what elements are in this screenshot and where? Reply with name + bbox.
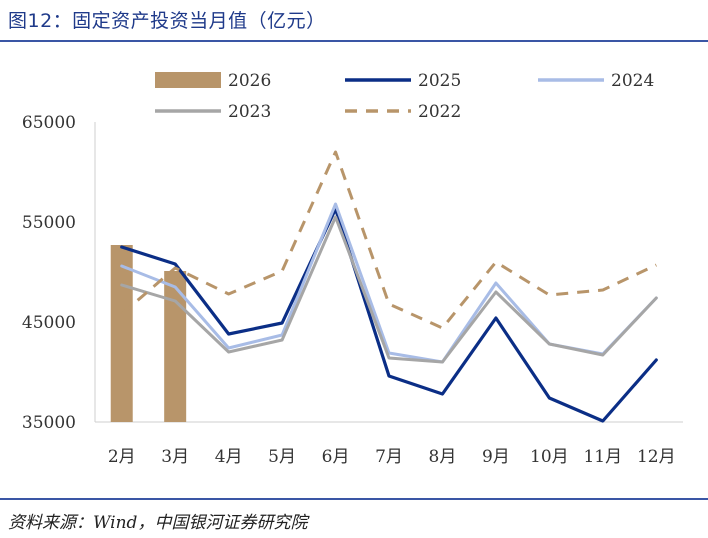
bar-2026 — [110, 245, 133, 422]
line-series — [120, 150, 658, 423]
x-tick-label: 2月 — [108, 447, 136, 467]
x-tick-label: 11月 — [583, 447, 622, 467]
source-note: 资料来源：Wind，中国银河证券研究院 — [8, 513, 308, 533]
x-tick-label: 9月 — [482, 447, 510, 467]
series-line-2023 — [120, 215, 658, 364]
legend-item-2026: 2026 — [155, 71, 271, 91]
x-tick-label: 8月 — [429, 447, 457, 467]
x-tick-label: 3月 — [161, 447, 189, 467]
legend-label: 2022 — [418, 102, 461, 122]
legend-label: 2023 — [228, 102, 271, 122]
footer-divider — [0, 498, 708, 500]
x-tick-label: 7月 — [375, 447, 403, 467]
chart-title: 图12：固定资产投资当月值（亿元） — [8, 10, 326, 32]
tick-labels: 65000 55000 45000 35000 2月 3月 4月 5月 6月 7月 8月 9月 10月 1… — [22, 113, 676, 467]
y-tick-label: 55000 — [22, 213, 76, 233]
y-tick-label: 65000 — [22, 113, 76, 133]
x-tick-label: 5月 — [268, 447, 296, 467]
bar-series-2026 — [110, 245, 187, 422]
line-chart: 2026 2025 2024 2023 2022 65000 55000 45000 3500… — [22, 71, 683, 467]
y-tick-label: 35000 — [22, 413, 76, 433]
x-tick-label: 4月 — [215, 447, 243, 467]
legend-label: 2025 — [418, 71, 461, 91]
chart-axes — [94, 122, 683, 423]
chart-legend: 2026 2025 2024 2023 2022 — [155, 71, 654, 122]
x-tick-label: 6月 — [322, 447, 350, 467]
legend-swatch — [155, 72, 221, 88]
title-divider — [0, 40, 708, 42]
legend-label: 2026 — [228, 71, 271, 91]
x-tick-label: 10月 — [530, 447, 569, 467]
series-line-2022 — [120, 150, 657, 330]
y-tick-label: 45000 — [22, 313, 76, 333]
series-line-2024 — [120, 202, 658, 364]
legend-item-2024: 2024 — [538, 71, 654, 91]
legend-item-2023: 2023 — [155, 102, 271, 122]
legend-label: 2024 — [611, 71, 654, 91]
series-line-2025 — [120, 207, 658, 423]
legend-item-2022: 2022 — [345, 102, 461, 122]
legend-item-2025: 2025 — [345, 71, 461, 91]
bar-2026 — [164, 271, 187, 422]
x-tick-label: 12月 — [637, 447, 676, 467]
